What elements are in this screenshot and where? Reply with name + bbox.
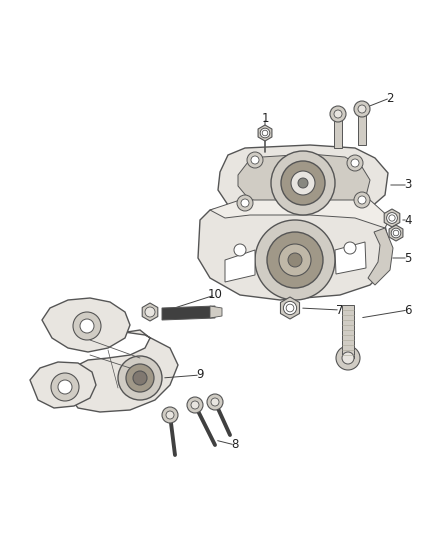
Text: 10: 10 — [208, 288, 223, 302]
Circle shape — [393, 230, 399, 236]
Circle shape — [126, 364, 154, 392]
Polygon shape — [384, 209, 400, 227]
Circle shape — [267, 232, 323, 288]
Circle shape — [283, 301, 297, 314]
Polygon shape — [389, 225, 403, 241]
Text: 1: 1 — [261, 111, 269, 125]
Text: 9: 9 — [196, 368, 204, 382]
Circle shape — [342, 352, 354, 364]
Polygon shape — [334, 114, 342, 148]
Text: 8: 8 — [231, 439, 239, 451]
Circle shape — [334, 110, 342, 118]
Circle shape — [281, 161, 325, 205]
Circle shape — [288, 253, 302, 267]
Circle shape — [133, 371, 147, 385]
Polygon shape — [210, 306, 222, 318]
Text: 7: 7 — [336, 303, 344, 317]
Polygon shape — [368, 228, 393, 285]
Circle shape — [51, 373, 79, 401]
Polygon shape — [280, 297, 300, 319]
Circle shape — [211, 398, 219, 406]
Circle shape — [291, 171, 315, 195]
Circle shape — [241, 199, 249, 207]
Text: 3: 3 — [404, 179, 412, 191]
Polygon shape — [210, 200, 390, 228]
Text: 2: 2 — [386, 92, 394, 104]
Circle shape — [207, 394, 223, 410]
Polygon shape — [358, 109, 366, 145]
Polygon shape — [238, 154, 370, 206]
Circle shape — [187, 397, 203, 413]
Polygon shape — [142, 303, 158, 321]
Circle shape — [358, 105, 366, 113]
Polygon shape — [225, 250, 255, 282]
Text: 4: 4 — [404, 214, 412, 227]
Circle shape — [237, 195, 253, 211]
Polygon shape — [162, 306, 215, 320]
Circle shape — [389, 215, 395, 221]
Circle shape — [145, 307, 155, 317]
Circle shape — [354, 192, 370, 208]
Circle shape — [354, 101, 370, 117]
Circle shape — [351, 159, 359, 167]
Text: 6: 6 — [404, 303, 412, 317]
Polygon shape — [30, 362, 96, 408]
Circle shape — [118, 356, 162, 400]
Circle shape — [247, 152, 263, 168]
Circle shape — [191, 401, 199, 409]
Polygon shape — [42, 298, 130, 352]
Circle shape — [298, 178, 308, 188]
Circle shape — [279, 244, 311, 276]
Circle shape — [358, 196, 366, 204]
Polygon shape — [335, 242, 366, 274]
Text: 5: 5 — [404, 252, 412, 264]
Circle shape — [58, 380, 72, 394]
Circle shape — [336, 346, 360, 370]
Circle shape — [73, 312, 101, 340]
Circle shape — [234, 244, 246, 256]
Circle shape — [166, 411, 174, 419]
Polygon shape — [198, 205, 390, 300]
Circle shape — [347, 155, 363, 171]
Circle shape — [80, 319, 94, 333]
Circle shape — [387, 213, 397, 223]
Circle shape — [262, 130, 268, 136]
Circle shape — [260, 128, 270, 138]
Polygon shape — [258, 125, 272, 141]
Circle shape — [271, 151, 335, 215]
Circle shape — [251, 156, 259, 164]
Circle shape — [255, 220, 335, 300]
Circle shape — [286, 304, 294, 312]
Circle shape — [344, 242, 356, 254]
Polygon shape — [342, 305, 354, 358]
Circle shape — [391, 228, 401, 238]
Polygon shape — [218, 145, 388, 215]
Polygon shape — [68, 330, 178, 412]
Circle shape — [330, 106, 346, 122]
Circle shape — [162, 407, 178, 423]
